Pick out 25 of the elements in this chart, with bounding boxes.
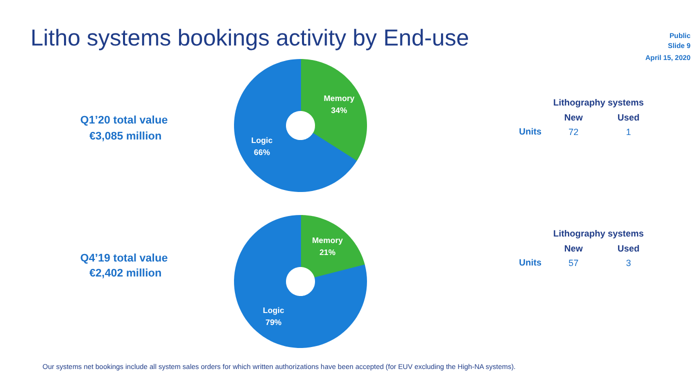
text: 72: [568, 127, 579, 137]
text: 3: [626, 258, 632, 268]
text: 1: [626, 127, 632, 137]
text: 57: [568, 258, 579, 268]
data-label: 66%: [254, 148, 270, 158]
text: Q1’20 total value: [80, 114, 168, 126]
slice-label: Logic: [262, 306, 285, 315]
text: Used: [617, 244, 640, 254]
text: New: [564, 112, 584, 122]
text: Q4’19 total value: [80, 252, 168, 264]
data-label: 79%: [266, 318, 282, 327]
slice-label: Memory: [312, 236, 344, 246]
text: Lithography systems: [553, 98, 644, 108]
text: Lithography systems: [553, 228, 644, 238]
data-label: 34%: [331, 106, 348, 115]
slice-label: Memory: [324, 94, 355, 103]
chart-title: Litho systems bookings activity by End-use: [30, 24, 469, 50]
text: Units: [519, 258, 542, 268]
text: Used: [617, 112, 640, 122]
text: €2,402 million: [89, 268, 162, 280]
text: Units: [519, 126, 542, 136]
data-label: 21%: [319, 248, 336, 258]
slice-label: Logic: [251, 136, 274, 146]
text: €3,085 million: [89, 130, 162, 142]
text: New: [564, 244, 584, 254]
